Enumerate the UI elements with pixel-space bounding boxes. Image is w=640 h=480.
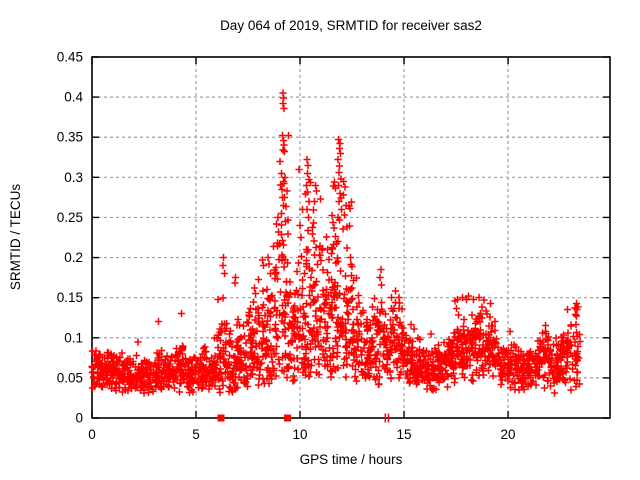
tick-labels: 0 5 10 15 20 0 0.05 0.1 0.15 0.2 0.25 0.3 0.35 0.4 0.4… — [57, 50, 516, 443]
y-tick-label: 0.1 — [64, 330, 83, 345]
scatter-points — [88, 89, 584, 423]
flag-squares — [217, 414, 292, 422]
y-tick-label: 0.25 — [57, 210, 83, 225]
flag-square-marker — [217, 414, 225, 422]
x-tick-label: 15 — [397, 427, 412, 442]
x-tick-label: 0 — [88, 427, 96, 442]
y-axis-label: SRMTID / TECUs — [8, 184, 23, 291]
x-tick-label: 20 — [501, 427, 516, 442]
y-tick-label: 0.15 — [57, 290, 83, 305]
flag-square-marker — [284, 414, 292, 422]
x-tick-label: 5 — [192, 427, 200, 442]
y-tick-label: 0.4 — [64, 90, 83, 105]
y-tick-label: 0.3 — [64, 170, 83, 185]
tick-marks — [91, 56, 610, 419]
y-tick-label: 0.05 — [57, 370, 83, 385]
y-tick-label: 0.45 — [57, 50, 83, 65]
chart-generated-layers: 0 5 10 15 20 0 0.05 0.1 0.15 0.2 0.25 0.3 0.35 0.4 0.4… — [57, 50, 611, 443]
x-tick-label: 10 — [293, 427, 308, 442]
y-tick-label: 0.35 — [57, 130, 83, 145]
y-tick-label: 0 — [75, 411, 83, 426]
y-tick-label: 0.2 — [64, 250, 83, 265]
x-axis-label: GPS time / hours — [300, 452, 403, 467]
chart-title: Day 064 of 2019, SRMTID for receiver sas… — [220, 18, 482, 33]
plot-border — [91, 56, 611, 419]
